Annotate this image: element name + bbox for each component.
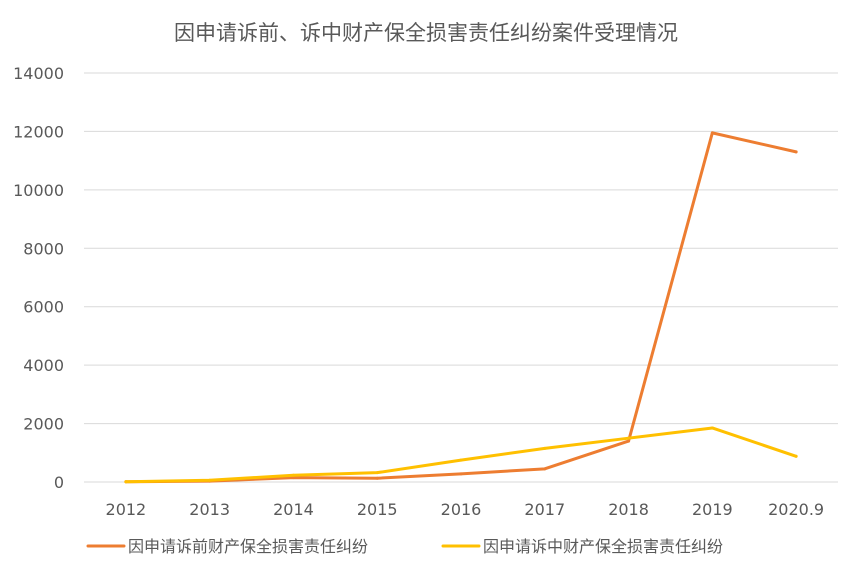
- x-tick-label: 2014: [273, 500, 314, 519]
- y-tick-label: 8000: [23, 239, 64, 258]
- x-tick-label: 2017: [524, 500, 565, 519]
- data-point: [459, 458, 463, 462]
- legend-label: 因申请诉中财产保全损害责任纠纷: [483, 537, 723, 556]
- x-tick-label: 2016: [441, 500, 482, 519]
- data-point: [794, 454, 798, 458]
- y-tick-label: 6000: [23, 298, 64, 317]
- x-tick-label: 2019: [692, 500, 733, 519]
- y-axis-ticks: 0 2000 4000 6000 8000 10000 12000 14000: [13, 64, 64, 492]
- x-tick-label: 2012: [106, 500, 147, 519]
- data-point: [291, 473, 295, 477]
- data-point: [710, 426, 714, 430]
- x-tick-label: 2018: [608, 500, 649, 519]
- y-tick-label: 10000: [13, 181, 64, 200]
- y-tick-label: 2000: [23, 415, 64, 434]
- chart-title: 因申请诉前、诉中财产保全损害责任纠纷案件受理情况: [174, 21, 678, 45]
- data-point: [710, 131, 714, 135]
- series-lines: [124, 131, 798, 484]
- y-tick-label: 0: [54, 473, 64, 492]
- data-point: [124, 480, 128, 484]
- data-point: [543, 467, 547, 471]
- data-point: [794, 150, 798, 154]
- data-point: [208, 478, 212, 482]
- data-point: [627, 439, 631, 443]
- x-tick-label: 2020.9: [768, 500, 824, 519]
- x-tick-label: 2013: [189, 500, 230, 519]
- y-tick-label: 4000: [23, 356, 64, 375]
- legend: 因申请诉前财产保全损害责任纠纷 因申请诉中财产保全损害责任纠纷: [86, 537, 723, 556]
- gridlines: [84, 72, 838, 483]
- data-point: [459, 472, 463, 476]
- y-tick-label: 12000: [13, 122, 64, 141]
- legend-label: 因申请诉前财产保全损害责任纠纷: [128, 537, 368, 556]
- data-point: [375, 476, 379, 480]
- data-point: [543, 446, 547, 450]
- x-tick-label: 2015: [357, 500, 398, 519]
- data-point: [375, 471, 379, 475]
- data-point: [291, 476, 295, 480]
- x-axis-ticks: 2012 2013 2014 2015 2016 2017 2018 2019 2020.9: [106, 500, 825, 519]
- y-tick-label: 14000: [13, 64, 64, 83]
- data-point: [627, 436, 631, 440]
